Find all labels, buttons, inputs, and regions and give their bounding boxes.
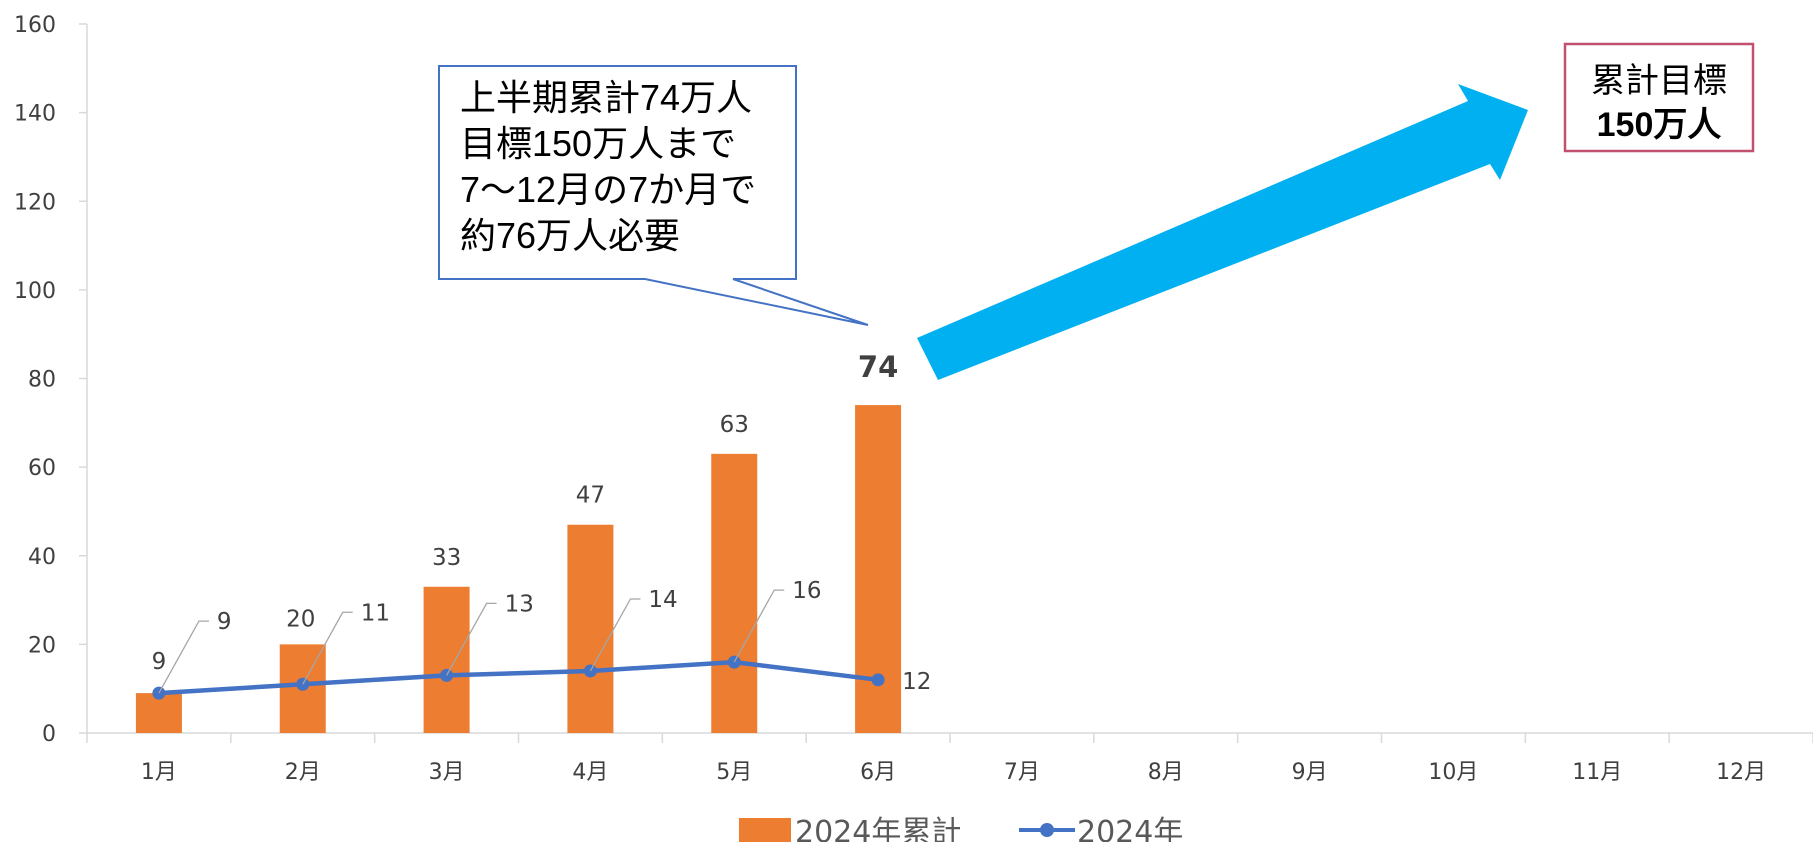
legend-line-marker: [1040, 823, 1054, 837]
line-data-label: 13: [505, 591, 534, 617]
x-tick-label: 11月: [1572, 760, 1622, 785]
leader-line: [446, 602, 497, 676]
y-tick-label: 120: [14, 190, 56, 215]
line-path: [158, 659, 879, 696]
line-labels: 9 11 13 14 16 12: [158, 578, 931, 695]
leader-line: [302, 611, 353, 685]
y-tick-label: 140: [14, 102, 56, 127]
x-tick-label: 6月: [860, 760, 896, 785]
x-tick-label: 10月: [1428, 760, 1478, 785]
callout-line-4: 約76万人必要: [460, 215, 680, 256]
y-tick-label: 60: [28, 456, 56, 481]
legend-bar-swatch: [739, 818, 791, 842]
y-tick-label: 0: [42, 722, 56, 747]
y-tick-label: 80: [28, 368, 56, 393]
y-tick-label: 100: [14, 279, 56, 304]
line-data-label: 9: [217, 609, 232, 635]
bar: [423, 586, 470, 733]
leader-line: [158, 620, 209, 694]
x-tick-label: 5月: [716, 760, 752, 785]
legend-line-label: 2024年: [1077, 815, 1183, 842]
x-tick-label: 1月: [141, 760, 177, 785]
line-series: [152, 655, 885, 700]
x-tick-label: 9月: [1292, 760, 1328, 785]
bar-data-label: 74: [858, 350, 898, 384]
callout-box: [438, 65, 869, 326]
legend: 2024年累計 2024年: [739, 815, 1183, 842]
bar: [567, 524, 614, 733]
target-line-2: 150万人: [1597, 106, 1722, 144]
bar-data-label: 20: [286, 606, 315, 632]
callout-line-2: 目標150万人まで: [460, 123, 736, 164]
bar: [135, 693, 182, 733]
x-tick-label: 12月: [1716, 760, 1766, 785]
bars: [135, 405, 902, 733]
callout-line-1: 上半期累計74万人: [460, 77, 752, 118]
callout: 上半期累計74万人 目標150万人まで 7〜12月の7か月で 約76万人必要: [438, 65, 869, 326]
x-tick-label: 3月: [429, 760, 465, 785]
bar-data-label: 63: [720, 412, 749, 438]
bar: [711, 453, 758, 733]
callout-line-3: 7〜12月の7か月で: [460, 169, 756, 210]
line-data-label: 16: [792, 578, 821, 604]
x-tick-label: 4月: [572, 760, 608, 785]
leader-line: [733, 589, 785, 663]
leader-line: [589, 598, 641, 672]
growth-arrow: [917, 84, 1528, 380]
target-box: 累計目標 150万人: [1563, 42, 1755, 153]
line-data-label: 14: [648, 587, 677, 613]
bar-labels: 9 20 33 47 63 74: [152, 350, 899, 675]
y-tick-label: 20: [28, 633, 56, 658]
legend-bar-label: 2024年累計: [795, 815, 961, 842]
x-tick-label: 8月: [1148, 760, 1184, 785]
line-point: [871, 673, 885, 687]
axes: 0 20 40 60 80 100 120 140 160 1月 2月 3月 4月 5月 6月 7月 8月 9月 1…: [14, 13, 1813, 785]
bar-data-label: 9: [152, 649, 167, 675]
target-box-border: [1563, 42, 1755, 153]
y-tick-label: 40: [28, 545, 56, 570]
target-line-1: 累計目標: [1591, 62, 1727, 100]
y-tick-label: 160: [14, 13, 56, 38]
line-data-label: 11: [361, 600, 390, 626]
x-tick-label: 2月: [285, 760, 321, 785]
x-tick-label: 7月: [1004, 760, 1040, 785]
bar-data-label: 47: [576, 483, 605, 509]
bar-data-label: 33: [432, 545, 461, 571]
line-data-label: 12: [902, 669, 931, 695]
